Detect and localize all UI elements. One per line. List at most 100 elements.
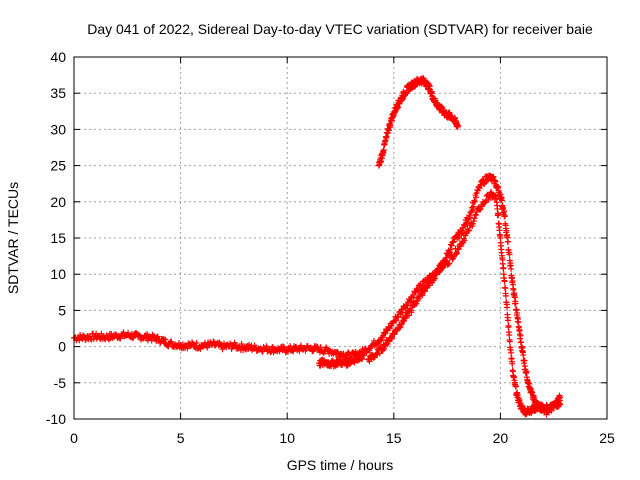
data-point [548, 407, 555, 414]
data-point [485, 196, 492, 203]
y-tick-label: 10 [50, 266, 66, 282]
data-point [227, 340, 234, 347]
data-point [461, 237, 468, 244]
y-tick-label: 35 [50, 85, 66, 101]
data-point [238, 340, 245, 347]
data-point [436, 268, 443, 275]
chart-title: Day 041 of 2022, Sidereal Day-to-day VTE… [87, 21, 593, 37]
data-point [447, 246, 454, 253]
x-tick-label: 10 [279, 430, 295, 446]
data-point [419, 292, 426, 299]
y-tick-label: 20 [50, 194, 66, 210]
data-point [193, 340, 200, 347]
y-axis-ticks: -10 -5 0 5 10 15 20 25 30 35 40 [46, 49, 607, 427]
data-point [455, 246, 462, 253]
data-point [359, 355, 366, 362]
data-point [503, 227, 510, 234]
data-point [280, 343, 287, 350]
data-point [263, 343, 270, 350]
y-tick-label: 40 [50, 49, 66, 65]
data-point [393, 317, 400, 324]
data-point [449, 239, 456, 246]
x-tick-label: 20 [493, 430, 509, 446]
data-point [360, 352, 367, 359]
x-tick-label: 0 [70, 430, 78, 446]
data-point [476, 185, 483, 192]
data-point [494, 205, 501, 212]
data-point [505, 322, 512, 329]
data-point [406, 297, 413, 304]
data-point [334, 348, 341, 355]
data-point [98, 330, 105, 337]
data-point [408, 309, 415, 316]
data-point [317, 344, 324, 351]
data-point [512, 300, 519, 307]
data-point [505, 238, 512, 245]
data-point [557, 394, 564, 401]
data-point [445, 252, 452, 259]
data-point [433, 271, 440, 278]
data-point [402, 315, 409, 322]
x-tick-label: 15 [386, 430, 402, 446]
data-point [512, 383, 519, 390]
data-point [508, 349, 515, 356]
data-point [448, 242, 455, 249]
data-point [471, 197, 478, 204]
data-point [391, 331, 398, 338]
data-point [388, 335, 395, 342]
data-point [469, 207, 476, 214]
data-point [520, 352, 527, 359]
data-point [523, 368, 530, 375]
data-point [470, 218, 477, 225]
y-axis-label: SDTVAR / TECUs [5, 182, 21, 294]
data-point [469, 220, 476, 227]
data-point [498, 197, 505, 204]
x-tick-label: 5 [177, 430, 185, 446]
data-point [518, 339, 525, 346]
data-point [290, 348, 297, 355]
data-point [437, 267, 444, 274]
data-point [476, 206, 483, 213]
data-point [219, 346, 226, 353]
data-point [514, 391, 521, 398]
data-point [421, 288, 428, 295]
data-point [413, 300, 420, 307]
data-point [513, 306, 520, 313]
data-point [130, 334, 137, 341]
data-point [446, 260, 453, 267]
data-point [450, 238, 457, 245]
data-point [162, 336, 169, 343]
data-point [284, 348, 291, 355]
data-point [509, 360, 516, 367]
data-point [506, 257, 513, 264]
y-tick-label: -5 [54, 375, 67, 391]
data-point [296, 348, 303, 355]
data-point [502, 285, 509, 292]
data-point [501, 208, 508, 215]
data-point [454, 122, 461, 129]
data-point [517, 332, 524, 339]
data-point [521, 357, 528, 364]
data-point [471, 198, 478, 205]
data-point [480, 181, 487, 188]
data-point [385, 338, 392, 345]
y-tick-label: 15 [50, 230, 66, 246]
data-point [470, 203, 477, 210]
data-point [432, 275, 439, 282]
data-point [419, 282, 426, 289]
y-tick-label: 25 [50, 158, 66, 174]
data-point [407, 298, 414, 305]
data-point [388, 117, 395, 124]
data-point [466, 227, 473, 234]
data-point [506, 338, 513, 345]
data-point [473, 211, 480, 218]
data-point [529, 389, 536, 396]
data-point [516, 396, 523, 403]
data-points [71, 75, 564, 418]
data-point [553, 403, 560, 410]
data-point [129, 335, 136, 342]
data-point [449, 256, 456, 263]
data-point [388, 322, 395, 329]
data-point [381, 345, 388, 352]
